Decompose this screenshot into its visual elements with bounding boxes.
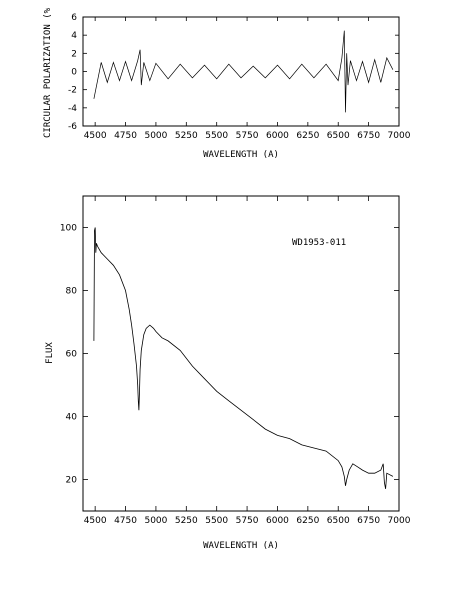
flux-x-tick-label: 5250	[175, 516, 198, 526]
flux-series-line	[93, 227, 394, 489]
flux-x-tick-label: 4750	[114, 516, 137, 526]
pol-x-tick-label: 5250	[175, 131, 198, 141]
pol-x-tick-label: 5000	[144, 131, 167, 141]
pol-y-tick-label: 2	[71, 49, 77, 59]
polarization-y-ticks: -6 -4 -2 0 2 4 6	[68, 13, 399, 132]
pol-x-tick-label: 4750	[114, 131, 137, 141]
pol-y-tick-label: 4	[71, 31, 77, 41]
flux-y-tick-label: 80	[66, 287, 78, 297]
flux-x-tick-label: 5000	[144, 516, 167, 526]
flux-x-axis-label: WAVELENGTH (A)	[203, 541, 279, 551]
flux-x-tick-label: 7000	[388, 516, 411, 526]
pol-y-tick-label: -4	[68, 104, 77, 114]
polarization-x-axis-label: WAVELENGTH (A)	[203, 150, 279, 160]
polarization-plot-frame	[82, 16, 400, 127]
flux-x-ticks: 4500 4750 5000 5250 5500 5750 6000 6250 6500 6750…	[84, 196, 411, 526]
flux-y-tick-label: 100	[60, 224, 77, 234]
flux-plot-frame	[82, 195, 400, 512]
polarization-series-line	[93, 30, 394, 113]
pol-y-tick-label: -2	[68, 86, 77, 96]
pol-y-tick-label: 6	[71, 13, 77, 23]
flux-x-tick-label: 4500	[84, 516, 107, 526]
flux-y-ticks: 20 40 60 80 100	[60, 224, 399, 486]
polarization-y-axis-label: CIRCULAR POLARIZATION (%	[43, 7, 53, 138]
flux-x-tick-label: 6500	[327, 516, 350, 526]
pol-x-tick-label: 6500	[327, 131, 350, 141]
flux-x-tick-label: 6750	[357, 516, 380, 526]
polarization-x-ticks: 4500 4750 5000 5250 5500 5750 6000 6250 6500 6750…	[84, 17, 411, 141]
pol-x-tick-label: 4500	[84, 131, 107, 141]
flux-panel: 4500 4750 5000 5250 5500 5750 6000 6250 6500 6750…	[45, 195, 411, 551]
pol-x-tick-label: 7000	[388, 131, 411, 141]
pol-x-tick-label: 6750	[357, 131, 380, 141]
flux-x-tick-label: 5750	[236, 516, 259, 526]
flux-x-tick-label: 6250	[296, 516, 319, 526]
flux-y-tick-label: 40	[66, 413, 78, 423]
pol-y-tick-label: 0	[71, 68, 77, 78]
pol-x-tick-label: 5750	[236, 131, 259, 141]
pol-x-tick-label: 6250	[296, 131, 319, 141]
pol-x-tick-label: 6000	[266, 131, 289, 141]
flux-star-label: WD1953-011	[292, 238, 346, 248]
flux-x-tick-label: 5500	[205, 516, 228, 526]
flux-y-tick-label: 60	[66, 350, 78, 360]
flux-y-axis-label: FLUX	[45, 342, 55, 364]
pol-x-tick-label: 5500	[205, 131, 228, 141]
flux-y-tick-label: 20	[66, 476, 78, 486]
pol-y-tick-label: -6	[68, 122, 77, 132]
flux-x-tick-label: 6000	[266, 516, 289, 526]
polarization-panel: 4500 4750 5000 5250 5500 5750 6000 6250 6500 6750…	[43, 7, 411, 160]
